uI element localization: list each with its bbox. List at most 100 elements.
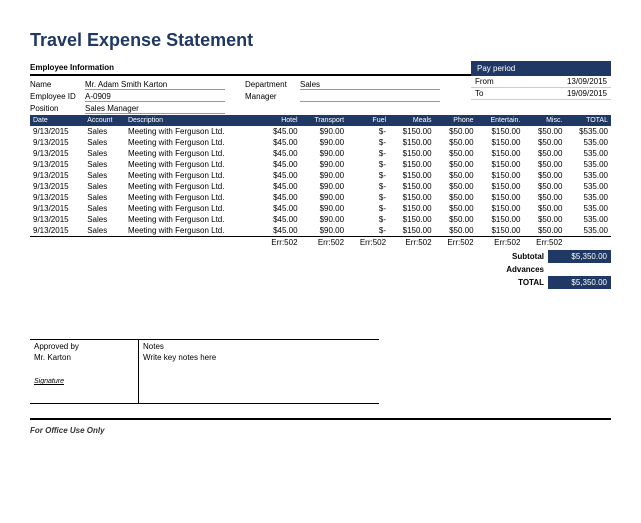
- table-row: 9/13/2015SalesMeeting with Ferguson Ltd.…: [30, 181, 611, 192]
- pay-to-value: 19/09/2015: [547, 89, 607, 98]
- totals-cell: Err:502: [259, 237, 301, 249]
- table-row: 9/13/2015SalesMeeting with Ferguson Ltd.…: [30, 225, 611, 237]
- employee-id-value: A-0909: [85, 92, 225, 102]
- expense-table: DateAccountDescriptionHotelTransportFuel…: [30, 115, 611, 248]
- table-cell: 535.00: [565, 137, 611, 148]
- totals-cell: Err:502: [435, 237, 477, 249]
- col-header: Account: [84, 115, 125, 126]
- employee-info-header: Employee Information: [30, 61, 471, 76]
- totals-cell: Err:502: [301, 237, 348, 249]
- table-cell: $150.00: [477, 148, 524, 159]
- table-cell: $150.00: [477, 170, 524, 181]
- table-cell: 535.00: [565, 225, 611, 237]
- col-header: Phone: [435, 115, 477, 126]
- department-label: Department: [245, 80, 300, 90]
- table-cell: 535.00: [565, 214, 611, 225]
- table-cell: 535.00: [565, 192, 611, 203]
- table-cell: 9/13/2015: [30, 192, 84, 203]
- col-header: Description: [125, 115, 259, 126]
- totals-cell: [84, 237, 125, 249]
- table-cell: 9/13/2015: [30, 159, 84, 170]
- approved-by-value: Mr. Karton: [34, 353, 134, 362]
- table-cell: $150.00: [389, 137, 435, 148]
- table-cell: $-: [347, 214, 389, 225]
- table-cell: 535.00: [565, 170, 611, 181]
- table-cell: $150.00: [389, 126, 435, 137]
- table-cell: $90.00: [301, 137, 348, 148]
- table-cell: $90.00: [301, 126, 348, 137]
- table-row: 9/13/2015SalesMeeting with Ferguson Ltd.…: [30, 192, 611, 203]
- manager-value: [300, 92, 440, 102]
- table-cell: 9/13/2015: [30, 126, 84, 137]
- table-cell: Meeting with Ferguson Ltd.: [125, 137, 259, 148]
- table-cell: Sales: [84, 159, 125, 170]
- table-cell: $150.00: [389, 203, 435, 214]
- table-cell: $50.00: [523, 126, 565, 137]
- table-cell: $50.00: [435, 192, 477, 203]
- table-cell: $45.00: [259, 126, 301, 137]
- table-cell: 535.00: [565, 148, 611, 159]
- total-label: TOTAL: [485, 276, 548, 289]
- col-header: Entertain.: [477, 115, 524, 126]
- position-value: Sales Manager: [85, 104, 225, 114]
- col-header: Meals: [389, 115, 435, 126]
- table-cell: Meeting with Ferguson Ltd.: [125, 225, 259, 237]
- table-cell: $90.00: [301, 203, 348, 214]
- table-cell: Sales: [84, 126, 125, 137]
- totals-cell: [125, 237, 259, 249]
- signature-label: Signature: [34, 378, 134, 385]
- table-cell: $50.00: [523, 159, 565, 170]
- table-cell: $90.00: [301, 192, 348, 203]
- table-cell: $150.00: [477, 181, 524, 192]
- notes-label: Notes: [143, 342, 375, 351]
- table-cell: $535.00: [565, 126, 611, 137]
- subtotal-label: Subtotal: [485, 250, 548, 263]
- table-cell: $-: [347, 159, 389, 170]
- table-cell: Sales: [84, 137, 125, 148]
- total-value: $5,350.00: [548, 276, 611, 289]
- name-label: Name: [30, 80, 85, 90]
- table-cell: $150.00: [477, 137, 524, 148]
- table-cell: $-: [347, 170, 389, 181]
- table-cell: $45.00: [259, 181, 301, 192]
- table-cell: $45.00: [259, 137, 301, 148]
- col-header: Date: [30, 115, 84, 126]
- table-cell: $45.00: [259, 192, 301, 203]
- table-cell: Meeting with Ferguson Ltd.: [125, 181, 259, 192]
- table-cell: Meeting with Ferguson Ltd.: [125, 159, 259, 170]
- table-cell: $50.00: [523, 203, 565, 214]
- table-cell: $45.00: [259, 203, 301, 214]
- table-cell: 9/13/2015: [30, 203, 84, 214]
- table-cell: $150.00: [477, 126, 524, 137]
- table-cell: Sales: [84, 203, 125, 214]
- table-cell: Sales: [84, 148, 125, 159]
- table-cell: 9/13/2015: [30, 137, 84, 148]
- table-cell: $50.00: [523, 225, 565, 237]
- table-cell: 9/13/2015: [30, 214, 84, 225]
- table-cell: $-: [347, 137, 389, 148]
- approved-by-label: Approved by: [34, 342, 134, 351]
- totals-cell: Err:502: [477, 237, 524, 249]
- table-cell: Sales: [84, 192, 125, 203]
- table-cell: $50.00: [523, 181, 565, 192]
- pay-period-box: Pay period From 13/09/2015 To 19/09/2015: [471, 61, 611, 115]
- col-header: Transport: [301, 115, 348, 126]
- bottom-rule: [30, 418, 611, 420]
- table-cell: Meeting with Ferguson Ltd.: [125, 214, 259, 225]
- table-cell: $-: [347, 148, 389, 159]
- table-row: 9/13/2015SalesMeeting with Ferguson Ltd.…: [30, 214, 611, 225]
- pay-from-label: From: [475, 77, 547, 86]
- totals-cell: [30, 237, 84, 249]
- table-cell: 535.00: [565, 203, 611, 214]
- table-cell: $90.00: [301, 181, 348, 192]
- page-title: Travel Expense Statement: [30, 30, 611, 51]
- table-cell: $150.00: [389, 170, 435, 181]
- table-cell: 9/13/2015: [30, 148, 84, 159]
- table-cell: $50.00: [523, 148, 565, 159]
- pay-period-header: Pay period: [471, 61, 611, 76]
- table-cell: $45.00: [259, 225, 301, 237]
- table-cell: Sales: [84, 170, 125, 181]
- table-cell: $50.00: [435, 137, 477, 148]
- department-value: Sales: [300, 80, 440, 90]
- table-cell: $90.00: [301, 148, 348, 159]
